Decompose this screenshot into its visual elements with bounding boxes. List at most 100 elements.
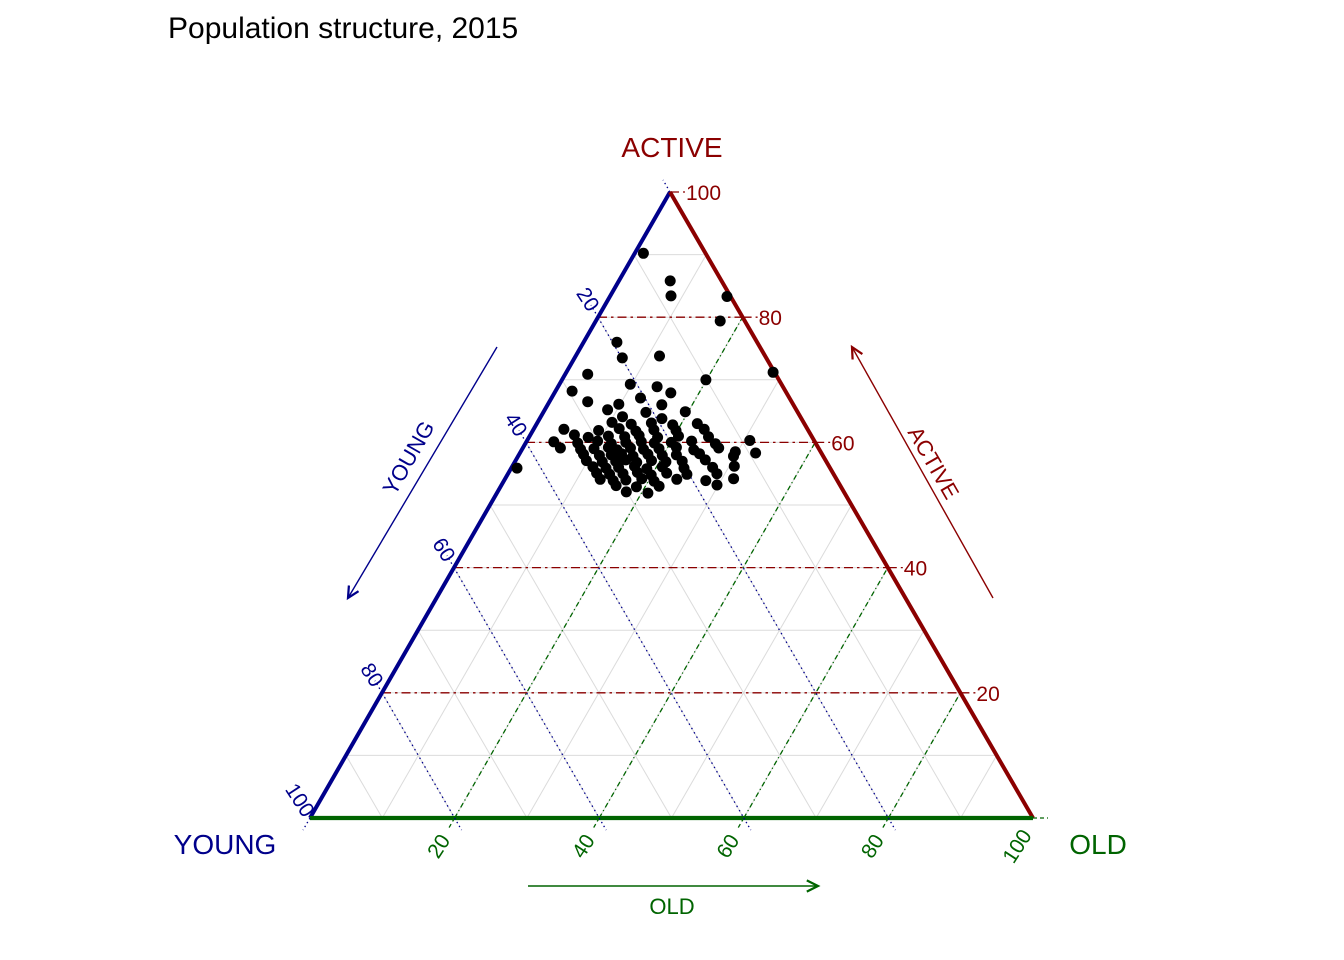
tick-label-young-40: 40 bbox=[499, 409, 531, 441]
minor-grid-line-old bbox=[381, 254, 707, 819]
tick-young-left-100 bbox=[302, 817, 311, 831]
tick-old-bottom bbox=[880, 817, 889, 831]
data-point bbox=[566, 385, 578, 397]
data-point bbox=[640, 406, 652, 418]
tick-label-old-40: 40 bbox=[568, 830, 600, 862]
minor-grid-line-old bbox=[671, 504, 852, 819]
data-point bbox=[613, 423, 625, 435]
data-point bbox=[656, 399, 668, 411]
data-point bbox=[620, 454, 632, 466]
active-axis-arrow bbox=[850, 344, 994, 599]
tick-old-bottom bbox=[736, 817, 745, 831]
data-point bbox=[721, 291, 733, 302]
data-point bbox=[620, 486, 632, 498]
data-point bbox=[664, 275, 676, 287]
tick-label-young-60: 60 bbox=[427, 534, 459, 566]
data-point bbox=[700, 475, 712, 487]
data-point bbox=[671, 473, 683, 485]
data-point bbox=[602, 404, 614, 416]
chart-title: Population structure, 2015 bbox=[168, 12, 519, 45]
data-point bbox=[651, 381, 663, 393]
data-point bbox=[673, 430, 684, 442]
data-point bbox=[582, 431, 594, 443]
young-axis-arrow bbox=[346, 346, 498, 601]
data-point bbox=[681, 468, 693, 480]
tick-young-left bbox=[662, 179, 671, 193]
data-point bbox=[744, 435, 756, 446]
data-point bbox=[699, 454, 711, 466]
tick-label-active-40: 40 bbox=[904, 558, 927, 581]
axis-title-active: ACTIVE bbox=[621, 132, 723, 163]
tick-label-old-60: 60 bbox=[712, 830, 744, 862]
tick-label-old-80: 80 bbox=[857, 830, 889, 862]
data-point bbox=[582, 396, 594, 408]
data-point bbox=[624, 378, 636, 390]
tick-label-active-60: 60 bbox=[831, 432, 854, 455]
major-grid-line-young-20 bbox=[597, 316, 889, 819]
data-point bbox=[611, 336, 623, 348]
minor-grid-line-old bbox=[960, 755, 998, 819]
tick-label-active-20: 20 bbox=[976, 683, 999, 706]
data-point bbox=[554, 442, 566, 454]
data-point bbox=[728, 473, 740, 485]
data-point bbox=[646, 455, 657, 467]
data-point bbox=[679, 406, 691, 418]
minor-grid-line-young bbox=[633, 254, 962, 819]
data-point bbox=[661, 467, 673, 479]
data-point bbox=[750, 447, 762, 459]
data-point bbox=[610, 480, 622, 492]
data-point bbox=[714, 315, 726, 327]
tick-label-young-80: 80 bbox=[355, 659, 387, 691]
minor-grid-line-young bbox=[489, 504, 672, 819]
data-point bbox=[613, 398, 625, 410]
data-point bbox=[606, 416, 618, 428]
data-point bbox=[620, 474, 632, 486]
data-point bbox=[636, 473, 648, 485]
data-point bbox=[630, 481, 642, 493]
data-point bbox=[558, 423, 570, 435]
data-point bbox=[728, 460, 740, 472]
tick-label-active-100: 100 bbox=[686, 182, 721, 205]
data-point bbox=[593, 425, 605, 436]
data-point bbox=[642, 487, 654, 499]
axis-title-old: OLD bbox=[1069, 829, 1127, 860]
minor-grid-line-young bbox=[345, 755, 383, 819]
data-point bbox=[616, 352, 628, 364]
data-point bbox=[665, 290, 677, 302]
tick-old-bottom bbox=[447, 817, 456, 831]
data-point bbox=[511, 462, 523, 474]
data-point bbox=[594, 473, 606, 485]
minor-grid-line-old bbox=[887, 692, 961, 819]
major-grid-line-young-80 bbox=[381, 692, 456, 819]
data-point bbox=[767, 366, 779, 378]
tick-label-active-80: 80 bbox=[759, 307, 782, 330]
data-point bbox=[711, 479, 723, 491]
data-point bbox=[653, 480, 665, 492]
data-point bbox=[635, 392, 646, 404]
data-point bbox=[654, 350, 665, 362]
axis-title-young: YOUNG bbox=[173, 829, 277, 860]
data-point bbox=[703, 431, 714, 443]
major-grid-line-old-60 bbox=[743, 567, 889, 819]
data-point bbox=[665, 387, 677, 399]
data-point bbox=[713, 442, 725, 454]
tick-label-old-20: 20 bbox=[423, 830, 455, 862]
data-point bbox=[637, 247, 649, 259]
major-grid-line-young-60 bbox=[453, 567, 600, 819]
data-point bbox=[728, 450, 739, 462]
minor-grid-line-young bbox=[417, 629, 528, 819]
data-point bbox=[700, 374, 712, 386]
data-point bbox=[686, 435, 698, 447]
data-point bbox=[711, 468, 723, 480]
minor-grid-line-old bbox=[815, 629, 925, 819]
tick-label-young-20: 20 bbox=[571, 284, 603, 316]
data-point bbox=[617, 411, 628, 423]
tick-old-bottom bbox=[591, 817, 600, 831]
tick-label-old-100: 100 bbox=[998, 826, 1036, 868]
minor-grid-line-young bbox=[561, 379, 817, 819]
arrow-label-old: OLD bbox=[649, 894, 695, 919]
axis-edge-young bbox=[308, 191, 672, 819]
data-point bbox=[582, 368, 594, 380]
